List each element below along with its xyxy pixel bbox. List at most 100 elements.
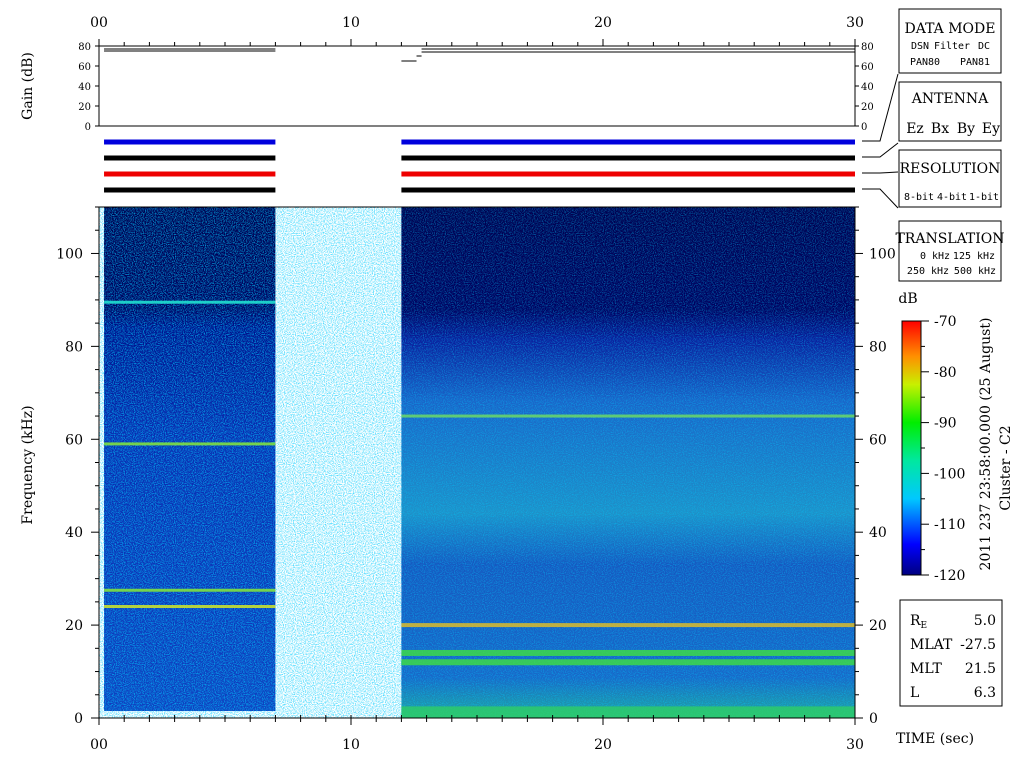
legend-item: Ey: [982, 121, 1000, 137]
freq-tick-label-left: 60: [65, 432, 83, 448]
freq-tick-label-left: 20: [65, 618, 83, 634]
frequency-axis-label: Frequency (kHz): [20, 405, 36, 524]
freq-tick-label-right: 20: [869, 618, 887, 634]
bottom-tick-label: 00: [90, 737, 108, 753]
gain-tick-label-right: 60: [861, 62, 874, 73]
data-mode-title: DATA MODE: [905, 21, 996, 37]
bottom-tick-label: 30: [846, 737, 864, 753]
colorbar-ticks: -70 -80 -90 -100 -110 -120: [921, 314, 965, 584]
orbit-value: 21.5: [965, 661, 996, 677]
legend-item: PAN81: [960, 57, 990, 68]
legend-item: Filter: [934, 41, 970, 52]
translation-title: TRANSLATION: [895, 231, 1004, 247]
freq-tick-label-right: 0: [869, 711, 878, 727]
legend-item: Ez: [906, 121, 924, 137]
legend-item: DSN: [911, 41, 929, 52]
antenna-legend: ANTENNA Ez Bx By Ey: [898, 81, 1002, 142]
caption-line-2: Cluster - C2: [998, 425, 1014, 510]
freq-tick-label-right: 40: [869, 525, 887, 541]
legend-item: By: [957, 121, 975, 137]
gain-tick-label-left: 80: [78, 42, 91, 53]
top-tick-label: 00: [90, 15, 108, 31]
gain-lines: [104, 48, 855, 62]
frequency-ticks: 0 0 20 20 40 40 60 60 80 80 100 100: [56, 206, 896, 727]
colorbar-label: dB: [898, 291, 917, 307]
legend-item: PAN80: [910, 57, 940, 68]
freq-tick-label-left: 0: [74, 711, 83, 727]
emission-line: [104, 300, 276, 304]
legend-item: DC: [978, 41, 990, 52]
bottom-time-ticks: 00 10 20 30: [90, 715, 864, 753]
freq-tick-label-left: 80: [65, 339, 83, 355]
legend-item: 4-bit: [937, 192, 967, 203]
top-tick-label: 20: [594, 15, 612, 31]
spectrogram-segment-1-noise: [104, 207, 276, 712]
freq-tick-label-right: 100: [869, 246, 896, 262]
colorbar-tick-label: -110: [934, 517, 965, 533]
orbit-label: L: [910, 685, 919, 701]
freq-tick-label-right: 60: [869, 432, 887, 448]
emission-lines: [104, 300, 855, 718]
gain-tick-label-left: 20: [78, 102, 91, 113]
colorbar-tick-label: -80: [934, 365, 957, 381]
data-mode-legend: DATA MODE DSN Filter DC PAN80 PAN81: [898, 8, 1002, 74]
orbit-parameters: RE 5.0 MLAT -27.5 MLT 21.5 L 6.3: [899, 599, 1003, 707]
legend-item: 500 kHz: [954, 266, 996, 277]
top-time-axis: 00 10 20 30: [90, 15, 864, 49]
emission-band-low: [401, 706, 855, 718]
translation-legend: TRANSLATION 0 kHz 125 kHz 250 kHz 500 kHz: [895, 220, 1005, 282]
caption-line-1: 2011 237 23:58:00.000 (25 August): [978, 318, 994, 571]
legend-item: 1-bit: [969, 192, 999, 203]
colorbar-tick-label: -70: [934, 314, 957, 330]
colorbar-tick-label: -120: [934, 568, 965, 584]
emission-line: [401, 623, 855, 628]
spectrogram-segment-2-noise: [401, 207, 855, 718]
legend-connectors: [862, 73, 899, 209]
top-tick-label: 30: [846, 15, 864, 31]
gain-tick-label-right: 40: [861, 82, 874, 93]
legend-item: Bx: [931, 121, 949, 137]
orbit-value: 5.0: [974, 613, 996, 629]
legend-item: 125 kHz: [953, 251, 995, 262]
gain-tick-label-left: 0: [85, 122, 91, 133]
emission-line: [401, 659, 855, 666]
gain-tick-label-right: 0: [861, 122, 867, 133]
mode-bars: [104, 139, 855, 193]
orbit-value: 6.3: [974, 685, 996, 701]
emission-line: [104, 605, 276, 609]
orbit-value: -27.5: [960, 637, 996, 653]
emission-line: [401, 649, 855, 656]
colorbar-tick-label: -90: [934, 416, 957, 432]
emission-line: [104, 442, 276, 446]
legend-item: 8-bit: [904, 192, 934, 203]
bottom-tick-label: 10: [342, 737, 360, 753]
legend-item: 250 kHz: [907, 266, 949, 277]
legend-item: 0 kHz: [920, 251, 950, 262]
orbit-label: MLT: [910, 661, 942, 677]
bottom-tick-label: 20: [594, 737, 612, 753]
gain-tick-label-left: 60: [78, 62, 91, 73]
gain-tick-label-right: 20: [861, 102, 874, 113]
gain-tick-label-right: 80: [861, 42, 874, 53]
gain-axis-label: Gain (dB): [20, 52, 36, 120]
antenna-title: ANTENNA: [911, 91, 989, 107]
freq-tick-label-left: 100: [56, 246, 83, 262]
resolution-legend: RESOLUTION 8-bit 4-bit 1-bit: [898, 149, 1002, 208]
freq-tick-label-left: 40: [65, 525, 83, 541]
colorbar: dB -70 -80 -90 -100 -110 -120: [898, 291, 965, 584]
emission-line: [104, 588, 276, 592]
orbit-label: MLAT: [910, 637, 953, 653]
gain-ticks: 0 0 20 20 40 40 60 60 80 80: [78, 42, 873, 133]
resolution-title: RESOLUTION: [900, 161, 1001, 177]
gain-panel: 0 0 20 20 40 40 60 60 80 80 Gain (dB): [20, 42, 874, 133]
freq-tick-label-right: 80: [869, 339, 887, 355]
time-axis-label: TIME (sec): [896, 731, 974, 747]
top-tick-labels: 00 10 20 30: [90, 15, 864, 31]
orbit-label: RE: [910, 613, 927, 631]
colorbar-tick-label: -100: [934, 466, 965, 482]
emission-line: [401, 414, 855, 418]
gain-tick-label-left: 40: [78, 82, 91, 93]
top-tick-label: 10: [342, 15, 360, 31]
